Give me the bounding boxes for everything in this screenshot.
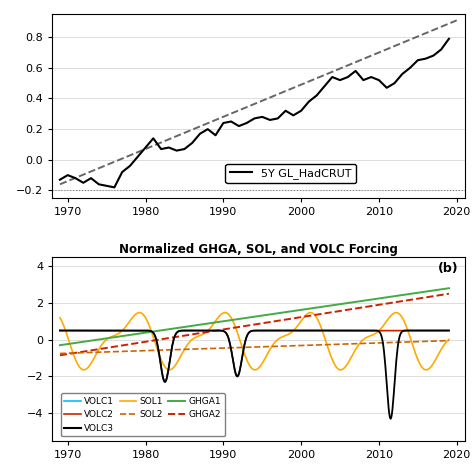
SOL1 [57,315,63,320]
GHGA1 [233,317,239,322]
GHGA1 [446,285,452,291]
VOLC2 [126,328,132,334]
Legend: VOLC1, VOLC2, VOLC3, SOL1, SOL2, GHGA1, GHGA2: VOLC1, VOLC2, VOLC3, SOL1, SOL2, GHGA1, … [61,393,225,436]
VOLC3 [350,328,356,333]
GHGA2 [233,325,239,330]
GHGA1 [286,309,292,314]
VOLC2 [351,328,356,334]
VOLC3 [126,328,132,333]
VOLC1 [126,328,132,333]
SOL1 [157,354,163,360]
GHGA1 [157,328,163,333]
VOLC2 [157,356,163,362]
VOLC2 [162,378,168,384]
SOL1 [233,326,239,331]
VOLC1 [162,379,168,385]
Text: (b): (b) [438,263,458,275]
GHGA1 [126,332,132,338]
VOLC2 [287,328,292,334]
GHGA1 [350,300,356,305]
SOL2 [157,347,163,353]
VOLC3 [286,328,292,333]
VOLC1 [157,356,163,362]
VOLC3 [233,372,239,377]
GHGA2 [317,311,322,317]
VOLC1 [318,328,323,333]
GHGA2 [57,353,63,358]
VOLC3 [388,416,393,421]
SOL2 [286,343,292,349]
VOLC1 [287,328,292,333]
Legend: 5Y GL_HadCRUT: 5Y GL_HadCRUT [225,164,356,183]
GHGA2 [126,342,132,347]
SOL2 [126,348,132,354]
SOL2 [350,341,356,346]
SOL2 [233,345,239,350]
GHGA1 [317,304,322,310]
GHGA2 [446,291,452,297]
VOLC3 [317,328,322,333]
VOLC2 [446,328,452,334]
SOL2 [317,342,322,348]
SOL1 [423,367,429,373]
VOLC2 [57,328,63,334]
VOLC2 [318,328,323,334]
VOLC3 [57,328,63,333]
Line: VOLC1: VOLC1 [60,330,449,382]
SOL1 [126,320,132,326]
SOL2 [446,338,452,344]
Line: GHGA1: GHGA1 [60,288,449,345]
SOL1 [286,331,292,337]
SOL1 [446,337,452,342]
Line: SOL1: SOL1 [60,313,449,370]
VOLC3 [446,328,452,333]
SOL2 [57,351,63,356]
Line: VOLC3: VOLC3 [60,330,449,419]
VOLC1 [234,373,239,379]
GHGA2 [157,337,163,342]
SOL1 [308,310,313,316]
VOLC1 [446,328,452,333]
VOLC2 [234,372,239,378]
Line: GHGA2: GHGA2 [60,294,449,356]
SOL1 [318,323,323,328]
SOL1 [351,350,356,356]
GHGA2 [350,306,356,312]
GHGA2 [286,316,292,322]
Line: VOLC2: VOLC2 [60,331,449,381]
GHGA1 [57,342,63,348]
VOLC3 [157,356,163,362]
Line: SOL2: SOL2 [60,341,449,354]
Title: Normalized GHGA, SOL, and VOLC Forcing: Normalized GHGA, SOL, and VOLC Forcing [119,243,398,256]
VOLC1 [57,328,63,333]
VOLC1 [351,328,356,333]
